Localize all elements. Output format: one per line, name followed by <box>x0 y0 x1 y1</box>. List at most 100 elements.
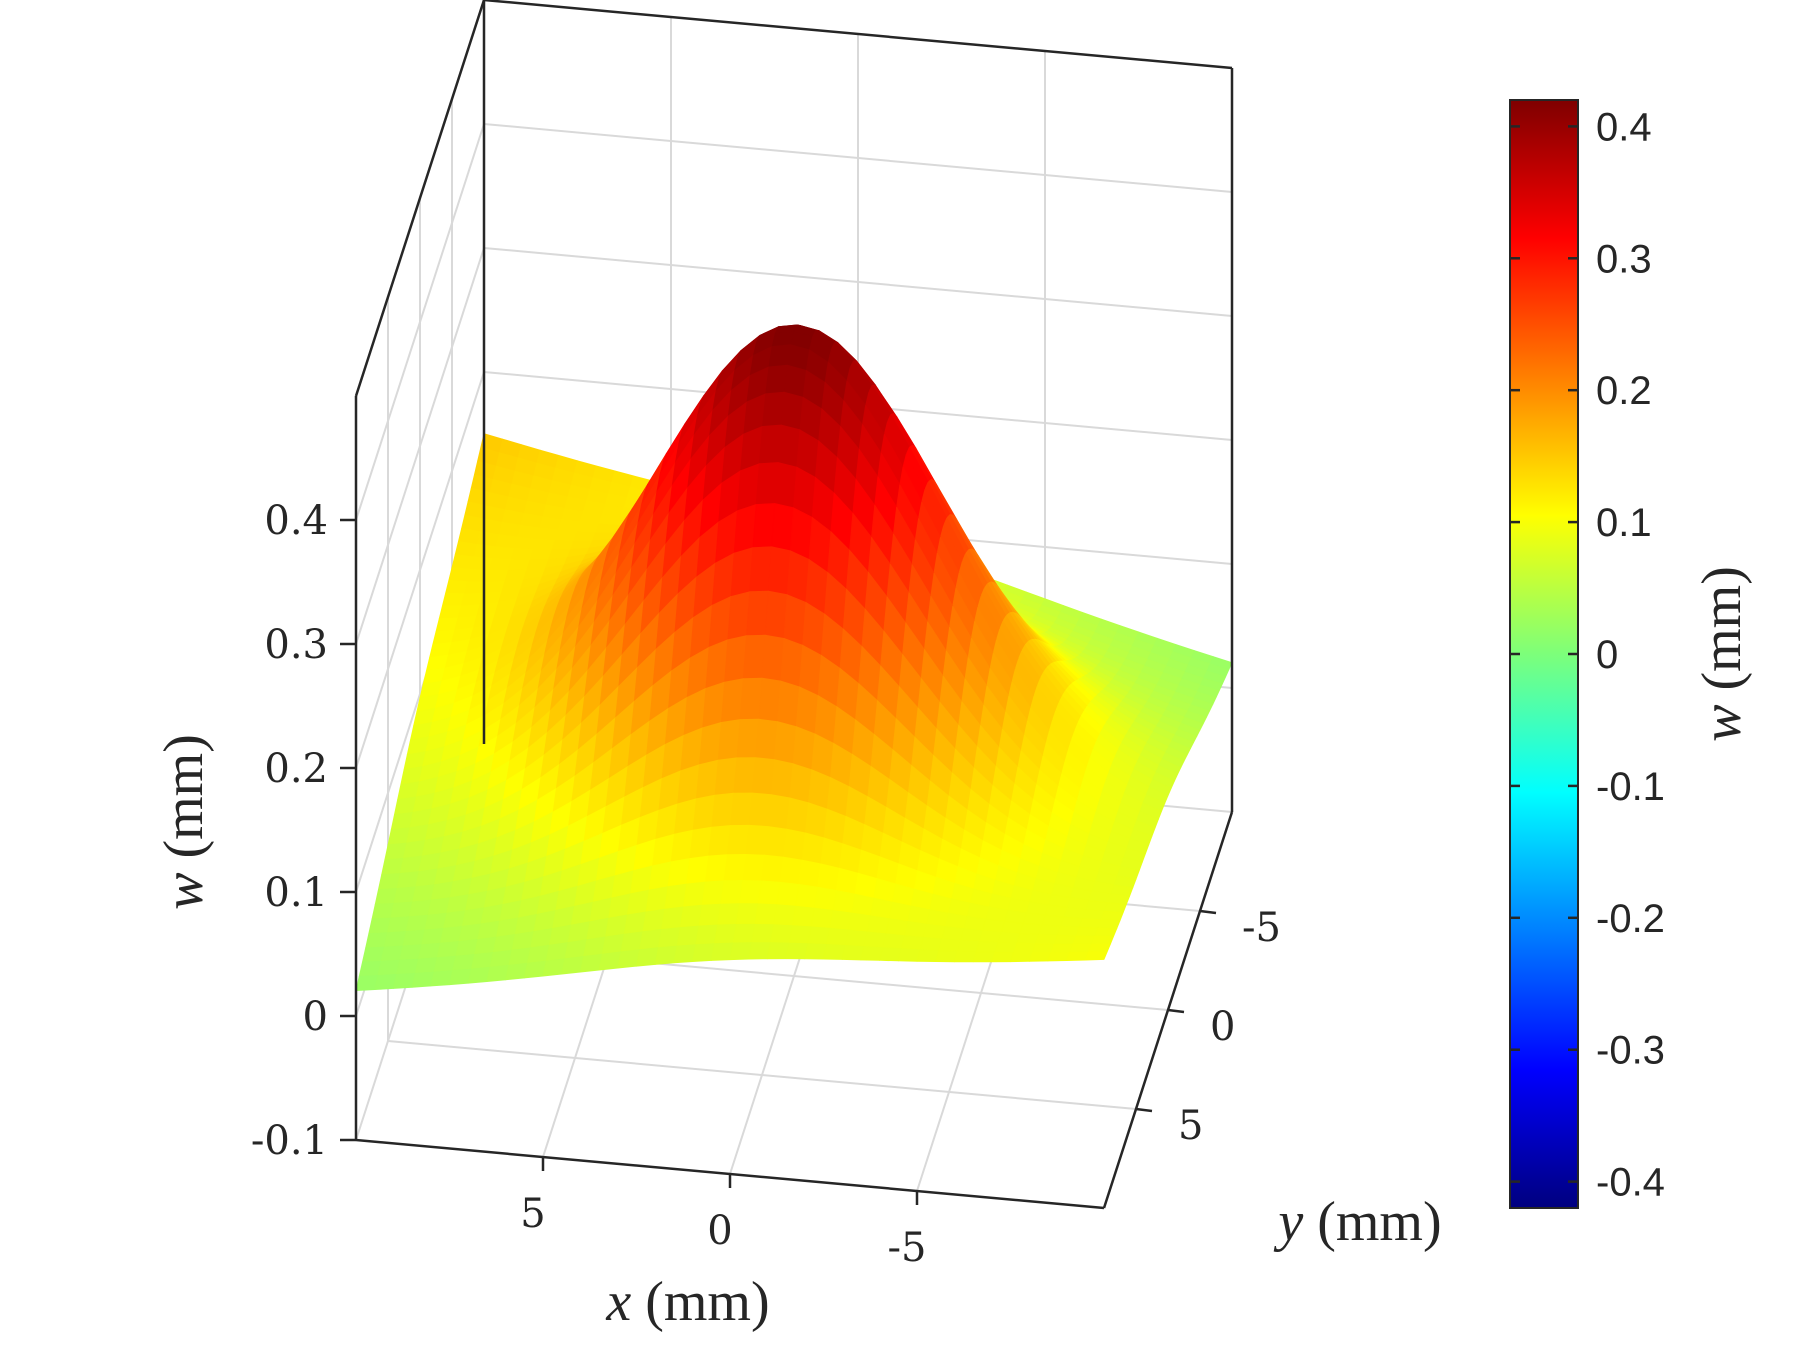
surface-patch <box>1069 943 1093 953</box>
surface-patch <box>845 929 868 947</box>
surface-patch <box>701 880 725 906</box>
surface-patch <box>863 931 887 948</box>
surface-patch <box>773 721 797 765</box>
surface-patch <box>786 797 809 834</box>
surface-patch <box>897 948 921 962</box>
colorbar-tick-label: 0.4 <box>1596 105 1652 149</box>
surface-patch <box>1053 934 1077 945</box>
surface-patch <box>705 854 728 883</box>
surface-patch <box>1075 926 1099 937</box>
surface-patch <box>717 903 740 926</box>
surface-patch <box>720 880 744 905</box>
surface-patch <box>804 802 828 839</box>
w-tick-label: 0.1 <box>264 870 328 916</box>
surface-patch <box>1035 934 1058 945</box>
colorbar-tick-label: 0.3 <box>1596 237 1652 281</box>
side-grid-w <box>355 247 485 645</box>
surface-patch <box>788 925 812 944</box>
surface-patch <box>832 890 856 914</box>
surface-patch <box>752 757 775 795</box>
colorbar-tick-label: -0.3 <box>1596 1029 1665 1073</box>
surface-patch <box>935 950 958 963</box>
surface-patch <box>786 550 810 603</box>
surface-patch <box>726 824 750 855</box>
x-tick-label: 0 <box>707 1208 732 1254</box>
surface-patch <box>749 546 772 593</box>
surface-patch <box>792 726 816 771</box>
surface-patch <box>919 936 943 951</box>
surface-patch <box>814 886 837 911</box>
surface-patch <box>979 930 1002 943</box>
surface-patch <box>1063 907 1087 919</box>
surface-patch <box>795 686 819 735</box>
surface-patch <box>714 924 737 944</box>
w-tick-label: 0.3 <box>264 622 328 668</box>
surface-patch <box>938 938 962 952</box>
colorbar-tick-label: -0.1 <box>1596 765 1665 809</box>
surface-patch <box>517 525 540 540</box>
surface-patch <box>445 579 468 595</box>
surface-patch <box>975 941 999 953</box>
surface-patch <box>795 884 818 909</box>
surface-patch <box>784 364 807 398</box>
surface-patch <box>841 945 865 961</box>
surface-patch <box>758 424 782 465</box>
surface-patch <box>792 905 815 928</box>
surface-patch <box>1047 952 1071 962</box>
surface-patch <box>708 825 731 857</box>
surface-patch <box>736 718 760 759</box>
surface-patch <box>761 854 784 883</box>
surface-patch <box>492 546 515 561</box>
top-edge-back <box>483 0 1233 70</box>
surface-patch <box>997 931 1021 944</box>
colorbar-tick-label: -0.4 <box>1596 1161 1665 1205</box>
surface-patch <box>783 594 807 646</box>
surface-patch <box>752 503 776 548</box>
surface-patch <box>829 910 853 931</box>
surface-patch <box>532 538 556 551</box>
surface-patch <box>1041 914 1065 927</box>
surface-patch <box>1019 923 1043 935</box>
surface-patch <box>963 915 987 931</box>
surface-patch <box>960 928 984 942</box>
surface-patch <box>1016 933 1040 945</box>
surface-patch <box>826 927 849 946</box>
surface-patch <box>991 951 1015 963</box>
surface-patch <box>888 901 912 922</box>
surface-patch <box>1032 943 1055 954</box>
surface-patch <box>1038 924 1062 936</box>
surface-patch <box>470 556 494 571</box>
surface-patch <box>1072 935 1096 945</box>
back-grid-w <box>483 247 1233 317</box>
surface-patch <box>941 926 965 941</box>
surface-patch <box>780 391 804 431</box>
surface-patch <box>557 519 581 533</box>
surface-patch <box>1001 921 1024 934</box>
surface-patch <box>926 909 949 927</box>
surface-patch <box>804 943 828 960</box>
axes-ticks: 5 0 -5 -5 0 5 -0.1 0 0.1 0.2 0.3 0.4 <box>251 498 1281 1271</box>
surface-patch <box>733 757 756 794</box>
surface-patch <box>755 718 778 760</box>
surface-patch <box>982 918 1005 933</box>
surface-patch <box>748 792 772 827</box>
surface-patch <box>1082 909 1105 921</box>
y-tick-label: 0 <box>1210 1004 1235 1050</box>
side-grid-w <box>355 123 485 521</box>
surface-patch <box>776 881 800 907</box>
colorbar-tick-label: 0.1 <box>1596 501 1652 545</box>
surface-patch <box>801 832 825 865</box>
y-axis-label: y (mm) <box>1273 1191 1441 1253</box>
y-tick-mark <box>1167 1008 1185 1014</box>
surface-patch <box>879 947 902 962</box>
surface-patch <box>767 794 791 830</box>
surface-patch <box>1088 943 1111 953</box>
surface-patch <box>754 903 778 926</box>
surface-patch <box>882 933 906 950</box>
surface-patch <box>1097 919 1121 929</box>
surface-patch <box>467 568 490 583</box>
surface-patch <box>789 763 813 804</box>
surface-patch <box>848 912 871 933</box>
surface-patch <box>576 521 600 534</box>
